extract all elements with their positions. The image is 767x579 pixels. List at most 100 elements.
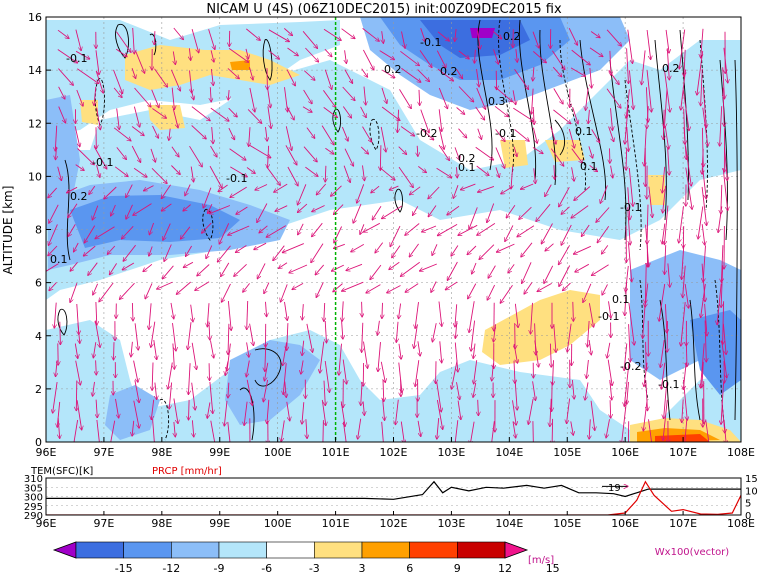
x-tick-label-100E: 100E <box>264 446 292 459</box>
contour-label-21: -0.1 <box>658 378 679 391</box>
wind-vector <box>76 381 77 411</box>
colorbar-tick-9: 9 <box>454 562 461 575</box>
contour-label-6: -0.1 <box>420 36 441 49</box>
contour-label-18: 0.2 <box>662 62 680 75</box>
subplot-x-tick-label-108E: 108E <box>727 517 755 530</box>
y-tick-label-12: 12 <box>28 117 42 130</box>
wind-vector <box>323 420 324 449</box>
x-tick-label-108E: 108E <box>727 446 755 459</box>
subplot-x-tick-label-97E: 97E <box>93 517 114 530</box>
y-tick-label-8: 8 <box>35 224 42 237</box>
y-tick-label-6: 6 <box>35 277 42 290</box>
colorbar-tick-3: 3 <box>359 562 366 575</box>
prcp-label: PRCP [mm/hr] <box>152 466 222 477</box>
wind-vector <box>573 302 574 321</box>
subplot-x-tick-label-101E: 101E <box>322 517 350 530</box>
subplot-x-tick-label-106E: 106E <box>611 517 639 530</box>
y-tick-label-10: 10 <box>28 170 42 183</box>
contour-label-19: -0.1 <box>620 201 641 214</box>
subplot-x-tick-label-105E: 105E <box>553 517 581 530</box>
wind-vector <box>552 382 553 412</box>
contour-label-7: 0.2 <box>440 65 458 78</box>
y-tick-label-14: 14 <box>28 64 42 77</box>
subplot-right-tick-5: 5 <box>745 499 751 510</box>
colorbar-box-5 <box>314 542 362 558</box>
contour-label-11: 0.1 <box>458 161 476 174</box>
wind-vector <box>382 303 383 319</box>
colorbar-box-1 <box>124 542 172 558</box>
colorbar-box-8 <box>457 542 505 558</box>
colorbar-tick--6: -6 <box>261 562 272 575</box>
colorbar-tick--15: -15 <box>115 562 133 575</box>
wind-vector <box>552 419 553 445</box>
subplot-series <box>46 482 741 515</box>
x-tick-label-103E: 103E <box>437 446 465 459</box>
subplot-right-tick-15: 15 <box>745 474 758 485</box>
wind-vector <box>646 342 647 371</box>
colorbar-unit: [m/s] <box>528 555 554 566</box>
colorbar-tick--12: -12 <box>162 562 180 575</box>
subplot-x-tick-label-96E: 96E <box>36 517 57 530</box>
colorbar-tick--9: -9 <box>214 562 225 575</box>
colorbar-tick-6: 6 <box>406 562 413 575</box>
contour-label-14: -0.1 <box>495 127 516 140</box>
x-tick-label-105E: 105E <box>553 446 581 459</box>
x-tick-label-104E: 104E <box>495 446 523 459</box>
x-tick-label-99E: 99E <box>209 446 230 459</box>
contour-label-5: 0.2 <box>384 63 402 76</box>
wind-vector <box>362 302 363 317</box>
y-tick-label-2: 2 <box>35 383 42 396</box>
shade-region-7 <box>470 28 495 38</box>
colorbar-box-2 <box>171 542 219 558</box>
y-tick-label-0: 0 <box>35 436 42 449</box>
contour-label-3: 0.1 <box>50 253 68 266</box>
colorbar-under-triangle <box>54 542 76 558</box>
y-axis-label: ALTITUDE [km] <box>1 186 15 275</box>
subplot-left-tick-310: 310 <box>24 474 43 485</box>
vector-legend-label: Wx100(vector) <box>655 547 730 558</box>
contour-label-13: 0.1 <box>575 125 593 138</box>
wind-vector <box>132 303 133 321</box>
contour-label-20: -0.2 <box>620 360 641 373</box>
y-tick-label-4: 4 <box>35 330 42 343</box>
contour-label-0: -0.1 <box>66 52 87 65</box>
subplot-x-tick-label-104E: 104E <box>495 517 523 530</box>
x-tick-label-101E: 101E <box>322 446 350 459</box>
colorbar-box-6 <box>362 542 410 558</box>
subplot-x-tick-label-107E: 107E <box>669 517 697 530</box>
contour-label-17: -0.1 <box>598 310 619 323</box>
colorbar-box-4 <box>267 542 315 558</box>
y-tick-label-16: 16 <box>28 11 42 24</box>
contour-label-9: -0.2 <box>416 127 437 140</box>
subplot-annotation: 19 <box>608 483 621 494</box>
subplot-x-tick-label-103E: 103E <box>437 517 465 530</box>
colorbar-tick--3: -3 <box>309 562 320 575</box>
contour-label-4: -0.1 <box>226 172 247 185</box>
contour-label-1: 0.2 <box>70 190 88 203</box>
main-plot: -0.1 0.2 -0.1 0.1 -0.1 0.2 -0.1 0.2 0.3 -0.2 0.2 0.… <box>1 11 755 466</box>
contour-label-16: 0.1 <box>612 293 630 306</box>
surface-subplot: TEM(SFC)[K] PRCP [mm/hr] 290295300305310… <box>24 466 758 530</box>
subplot-x-tick-label-98E: 98E <box>151 517 172 530</box>
subplot-grid <box>46 478 741 515</box>
wind-vector <box>380 145 381 170</box>
x-tick-label-97E: 97E <box>93 446 114 459</box>
contour-label-8: 0.3 <box>488 95 506 108</box>
subplot-x-tick-label-102E: 102E <box>380 517 408 530</box>
x-tick-label-106E: 106E <box>611 446 639 459</box>
subplot-right-tick-10: 10 <box>745 486 758 497</box>
wind-vector <box>114 342 115 360</box>
wind-vector <box>610 400 611 418</box>
chart-title: NICAM U (4S) (06Z10DEC2015) init:00Z09DE… <box>206 2 562 17</box>
x-tick-label-107E: 107E <box>669 446 697 459</box>
x-tick-label-98E: 98E <box>151 446 172 459</box>
x-tick-label-102E: 102E <box>380 446 408 459</box>
colorbar-box-3 <box>219 542 267 558</box>
subplot-x-tick-label-100E: 100E <box>264 517 292 530</box>
contour-label-15: 0.1 <box>580 160 598 173</box>
contour-label-12: 0.2 <box>503 30 521 43</box>
